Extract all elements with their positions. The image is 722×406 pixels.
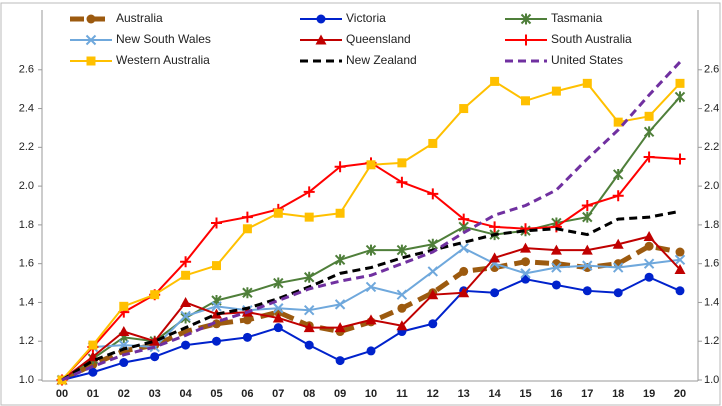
marker — [676, 79, 685, 88]
marker — [645, 273, 654, 282]
marker — [367, 346, 376, 355]
marker — [583, 286, 592, 295]
y-tick-label: 1.8 — [19, 219, 34, 231]
marker — [428, 319, 437, 328]
marker — [645, 242, 654, 251]
marker — [150, 290, 159, 299]
y-tick-label: 2.2 — [19, 141, 34, 153]
x-tick-label: 16 — [550, 388, 562, 400]
x-tick-label: 20 — [674, 388, 686, 400]
x-tick-label: 14 — [488, 388, 501, 400]
legend-marker — [87, 57, 96, 66]
marker — [274, 323, 283, 332]
marker — [243, 224, 252, 233]
y-tick-label: 1.0 — [19, 374, 34, 386]
x-tick-label: 01 — [87, 388, 99, 400]
legend-label: Australia — [116, 11, 163, 25]
marker — [243, 333, 252, 342]
marker — [521, 257, 530, 266]
marker — [274, 209, 283, 218]
y2-tick-label: 1.6 — [704, 258, 719, 270]
marker — [181, 271, 190, 280]
marker — [490, 77, 499, 86]
legend-label: South Australia — [551, 32, 632, 46]
x-tick-label: 00 — [56, 388, 68, 400]
marker — [119, 302, 128, 311]
legend-label: Queensland — [346, 32, 411, 46]
marker — [645, 112, 654, 121]
legend-label: New South Wales — [116, 32, 211, 46]
marker — [119, 358, 128, 367]
marker — [552, 280, 561, 289]
x-tick-label: 05 — [210, 388, 222, 400]
marker — [428, 139, 437, 148]
x-tick-label: 07 — [272, 388, 284, 400]
marker — [614, 118, 623, 127]
x-tick-label: 04 — [179, 388, 192, 400]
y-tick-label: 2.0 — [19, 180, 34, 192]
y2-tick-label: 2.2 — [704, 141, 719, 153]
marker — [397, 158, 406, 167]
marker — [397, 304, 406, 313]
x-tick-label: 13 — [458, 388, 470, 400]
marker — [336, 209, 345, 218]
marker — [150, 352, 159, 361]
x-tick-label: 08 — [303, 388, 315, 400]
x-tick-label: 11 — [396, 388, 408, 400]
x-tick-label: 10 — [365, 388, 377, 400]
marker — [367, 160, 376, 169]
marker — [459, 267, 468, 276]
y2-tick-label: 1.0 — [704, 374, 719, 386]
marker — [305, 213, 314, 222]
y2-tick-label: 1.8 — [704, 219, 719, 231]
y-tick-label: 1.2 — [19, 335, 34, 347]
legend-label: United States — [551, 53, 623, 67]
marker — [521, 96, 530, 105]
marker — [552, 87, 561, 96]
y-tick-label: 2.4 — [19, 102, 34, 114]
legend-marker — [317, 15, 326, 24]
legend-label: Tasmania — [551, 11, 603, 25]
marker — [212, 337, 221, 346]
legend-marker — [87, 15, 96, 24]
marker — [212, 261, 221, 270]
x-tick-label: 03 — [149, 388, 161, 400]
x-tick-label: 15 — [519, 388, 531, 400]
y2-tick-label: 1.4 — [704, 296, 719, 308]
y-tick-label: 1.6 — [19, 258, 34, 270]
marker — [305, 341, 314, 350]
marker — [614, 288, 623, 297]
legend-label: Western Australia — [116, 53, 210, 67]
x-tick-label: 09 — [334, 388, 346, 400]
y2-tick-label: 2.6 — [704, 64, 719, 76]
legend-label: New Zealand — [346, 53, 417, 67]
x-tick-label: 17 — [581, 388, 593, 400]
x-tick-label: 02 — [118, 388, 130, 400]
x-tick-label: 18 — [612, 388, 624, 400]
marker — [181, 341, 190, 350]
marker — [459, 104, 468, 113]
marker — [583, 79, 592, 88]
y-tick-label: 2.6 — [19, 64, 34, 76]
marker — [88, 341, 97, 350]
marker — [336, 356, 345, 365]
marker — [676, 248, 685, 257]
x-tick-label: 12 — [427, 388, 439, 400]
legend-label: Victoria — [346, 11, 386, 25]
x-tick-label: 06 — [241, 388, 253, 400]
y-tick-label: 1.4 — [19, 296, 34, 308]
x-tick-label: 19 — [643, 388, 655, 400]
y2-tick-label: 2.4 — [704, 102, 719, 114]
y2-tick-label: 2.0 — [704, 180, 719, 192]
y2-tick-label: 1.2 — [704, 335, 719, 347]
marker — [676, 286, 685, 295]
marker — [243, 315, 252, 324]
marker — [490, 288, 499, 297]
